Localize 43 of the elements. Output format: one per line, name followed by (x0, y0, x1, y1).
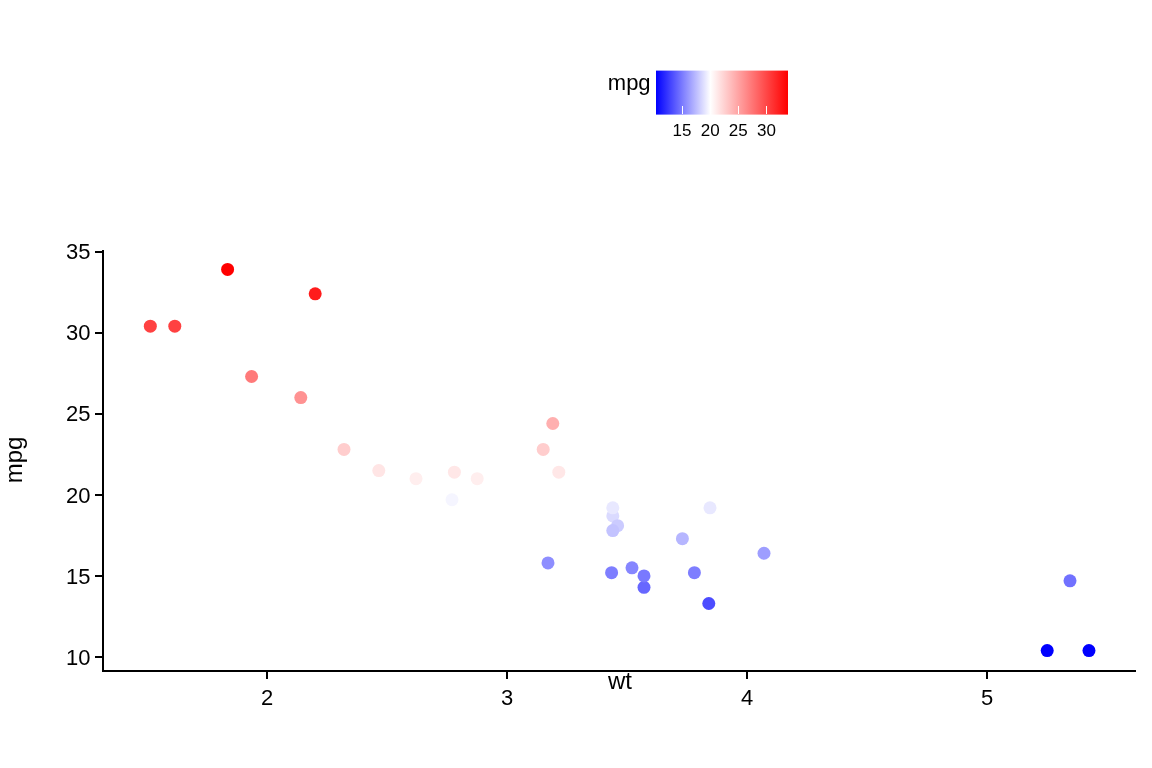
y-tick-label: 30 (66, 320, 91, 346)
point (308, 287, 322, 301)
color-bar-label: 15 (672, 120, 692, 140)
point (1082, 644, 1096, 658)
point (1063, 574, 1077, 588)
point (294, 391, 308, 405)
point (372, 464, 386, 478)
point (702, 597, 716, 610)
point (541, 556, 555, 570)
point (536, 442, 550, 456)
point (221, 262, 235, 276)
y-tick-label: 35 (66, 239, 91, 265)
y-axis-title: mpg (0, 436, 27, 484)
color-bar-title: mpg (607, 69, 651, 95)
point (168, 319, 182, 333)
point (687, 566, 701, 580)
y-tick-label: 20 (66, 482, 91, 508)
point (757, 546, 771, 560)
point (337, 442, 351, 456)
point (605, 566, 619, 580)
point (245, 369, 259, 383)
point (606, 501, 620, 515)
point (675, 532, 689, 546)
point (637, 580, 651, 594)
point (552, 465, 566, 479)
point (447, 465, 461, 479)
color-bar-label: 30 (756, 120, 776, 140)
point (143, 319, 157, 333)
y-tick-label: 25 (66, 401, 91, 427)
point (637, 569, 651, 583)
x-tick-label: 4 (741, 685, 754, 711)
x-axis-title: wt (607, 667, 633, 695)
point (606, 524, 620, 538)
y-tick-label: 15 (66, 563, 91, 589)
point (625, 561, 639, 575)
x-tick-label: 5 (981, 685, 994, 711)
point (1040, 644, 1054, 658)
x-tick-label: 2 (261, 685, 274, 711)
y-tick-label: 10 (66, 644, 91, 670)
color-bar-label: 25 (728, 120, 748, 140)
color-bar-label: 20 (700, 120, 720, 140)
point (546, 417, 560, 430)
x-tick-label: 3 (501, 685, 514, 711)
